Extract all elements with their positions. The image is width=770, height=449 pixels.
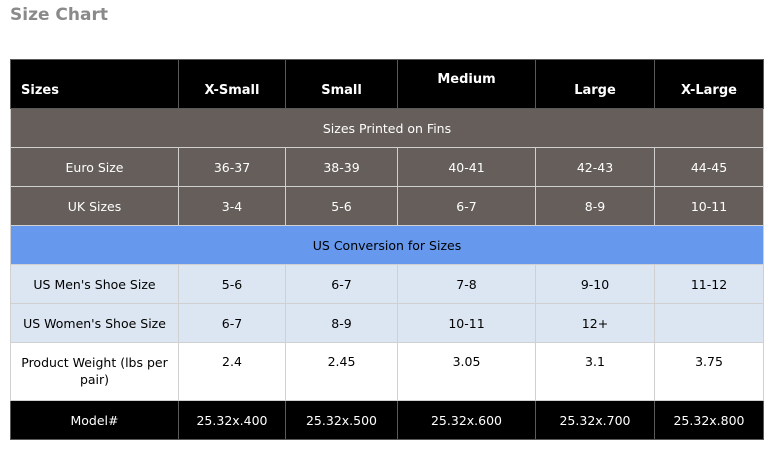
table-cell: 25.32x.500 [285, 400, 398, 440]
table-cell: 25.32x.400 [178, 400, 286, 440]
table-cell: 36-37 [178, 147, 286, 187]
table-row: Euro Size 36-37 38-39 40-41 42-43 44-45 [10, 147, 764, 187]
header-x-large: X-Large [654, 59, 764, 109]
header-x-small: X-Small [178, 59, 286, 109]
section-row-fins: Sizes Printed on Fins [10, 108, 764, 148]
header-medium: Medium [397, 59, 536, 109]
row-label-model: Model# [10, 400, 179, 440]
table-cell: 6-7 [397, 186, 536, 226]
table-cell [654, 303, 764, 343]
table-cell: 6-7 [178, 303, 286, 343]
table-cell: 38-39 [285, 147, 398, 187]
row-label-weight: Product Weight (lbs per pair) [10, 342, 179, 401]
table-cell: 7-8 [397, 264, 536, 304]
table-cell: 44-45 [654, 147, 764, 187]
table-row: US Women's Shoe Size 6-7 8-9 10-11 12+ [10, 303, 764, 343]
page-title: Size Chart [10, 5, 108, 25]
section-title-fins: Sizes Printed on Fins [10, 108, 764, 148]
table-cell: 3.05 [397, 342, 536, 401]
table-cell: 3.1 [535, 342, 655, 401]
table-cell: 10-11 [397, 303, 536, 343]
table-cell: 8-9 [285, 303, 398, 343]
row-label-euro: Euro Size [10, 147, 179, 187]
table-row: Model# 25.32x.400 25.32x.500 25.32x.600 … [10, 400, 764, 440]
table-row: Product Weight (lbs per pair) 2.4 2.45 3… [10, 342, 764, 401]
table-cell: 5-6 [178, 264, 286, 304]
section-title-us: US Conversion for Sizes [10, 225, 764, 265]
header-small: Small [285, 59, 398, 109]
table-cell: 11-12 [654, 264, 764, 304]
table-cell: 5-6 [285, 186, 398, 226]
table-cell: 25.32x.700 [535, 400, 655, 440]
table-cell: 42-43 [535, 147, 655, 187]
header-large: Large [535, 59, 655, 109]
table-cell: 25.32x.800 [654, 400, 764, 440]
table-cell: 3-4 [178, 186, 286, 226]
header-sizes: Sizes [10, 59, 179, 109]
table-header-row: Sizes X-Small Small Medium Large X-Large [10, 59, 764, 109]
table-cell: 12+ [535, 303, 655, 343]
table-cell: 6-7 [285, 264, 398, 304]
table-cell: 9-10 [535, 264, 655, 304]
table-cell: 25.32x.600 [397, 400, 536, 440]
table-cell: 2.45 [285, 342, 398, 401]
section-row-us: US Conversion for Sizes [10, 225, 764, 265]
table-cell: 10-11 [654, 186, 764, 226]
size-chart-table: Sizes X-Small Small Medium Large X-Large… [10, 59, 764, 440]
table-cell: 3.75 [654, 342, 764, 401]
row-label-uk: UK Sizes [10, 186, 179, 226]
row-label-us-women: US Women's Shoe Size [10, 303, 179, 343]
table-cell: 2.4 [178, 342, 286, 401]
table-cell: 40-41 [397, 147, 536, 187]
table-row: US Men's Shoe Size 5-6 6-7 7-8 9-10 11-1… [10, 264, 764, 304]
table-row: UK Sizes 3-4 5-6 6-7 8-9 10-11 [10, 186, 764, 226]
table-cell: 8-9 [535, 186, 655, 226]
row-label-us-men: US Men's Shoe Size [10, 264, 179, 304]
